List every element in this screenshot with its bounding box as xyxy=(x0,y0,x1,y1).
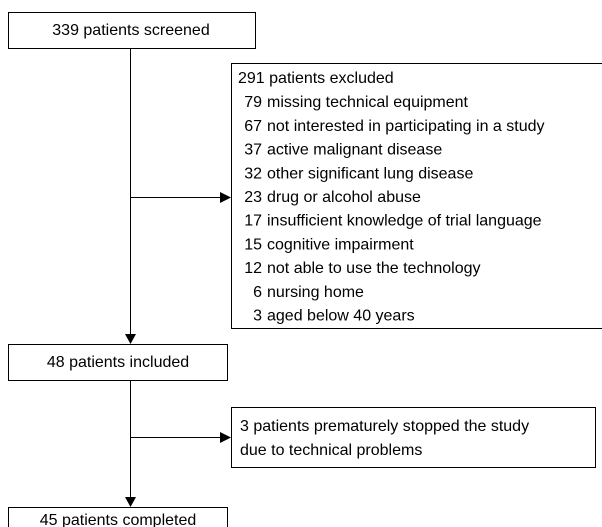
exclusion-list: 79 missing technical equipment 67 not inter… xyxy=(244,94,544,324)
item-count: 17 xyxy=(244,213,262,230)
item-count: 32 xyxy=(244,165,262,182)
box xyxy=(231,63,602,329)
item-label: not able to use the technology xyxy=(267,260,481,277)
arrow-head xyxy=(220,432,231,443)
arrow-head xyxy=(220,192,231,203)
box-line: due to technical problems xyxy=(240,442,422,459)
item-count: 79 xyxy=(244,94,262,111)
box xyxy=(8,344,228,381)
item-count: 6 xyxy=(253,284,262,301)
item-label: nursing home xyxy=(267,284,364,301)
item-label: not interested in participating in a stu… xyxy=(267,118,545,135)
box-line: 3 patients prematurely stopped the study xyxy=(240,418,529,435)
item-label: missing technical equipment xyxy=(267,94,469,111)
item-label: cognitive impairment xyxy=(267,236,414,253)
box-label: 48 patients included xyxy=(47,354,189,371)
item-count: 37 xyxy=(244,142,262,159)
arrow-head xyxy=(125,334,136,344)
item-count: 23 xyxy=(244,189,262,206)
item-label: aged below 40 years xyxy=(267,308,415,325)
item-label: other significant lung disease xyxy=(267,165,473,182)
box xyxy=(8,12,256,49)
arrow-head xyxy=(125,497,136,507)
item-count: 3 xyxy=(253,308,262,325)
item-count: 15 xyxy=(244,236,262,253)
box-label: 45 patients completed xyxy=(40,512,197,527)
item-label: active malignant disease xyxy=(267,142,442,159)
box-title: 291 patients excluded xyxy=(238,70,394,87)
box-label: 339 patients screened xyxy=(52,22,209,39)
item-count: 12 xyxy=(244,260,262,277)
box xyxy=(8,507,228,527)
item-count: 67 xyxy=(244,118,262,135)
item-label: insufficient knowledge of trial language xyxy=(267,213,542,230)
box xyxy=(231,407,596,468)
item-label: drug or alcohol abuse xyxy=(267,189,421,206)
